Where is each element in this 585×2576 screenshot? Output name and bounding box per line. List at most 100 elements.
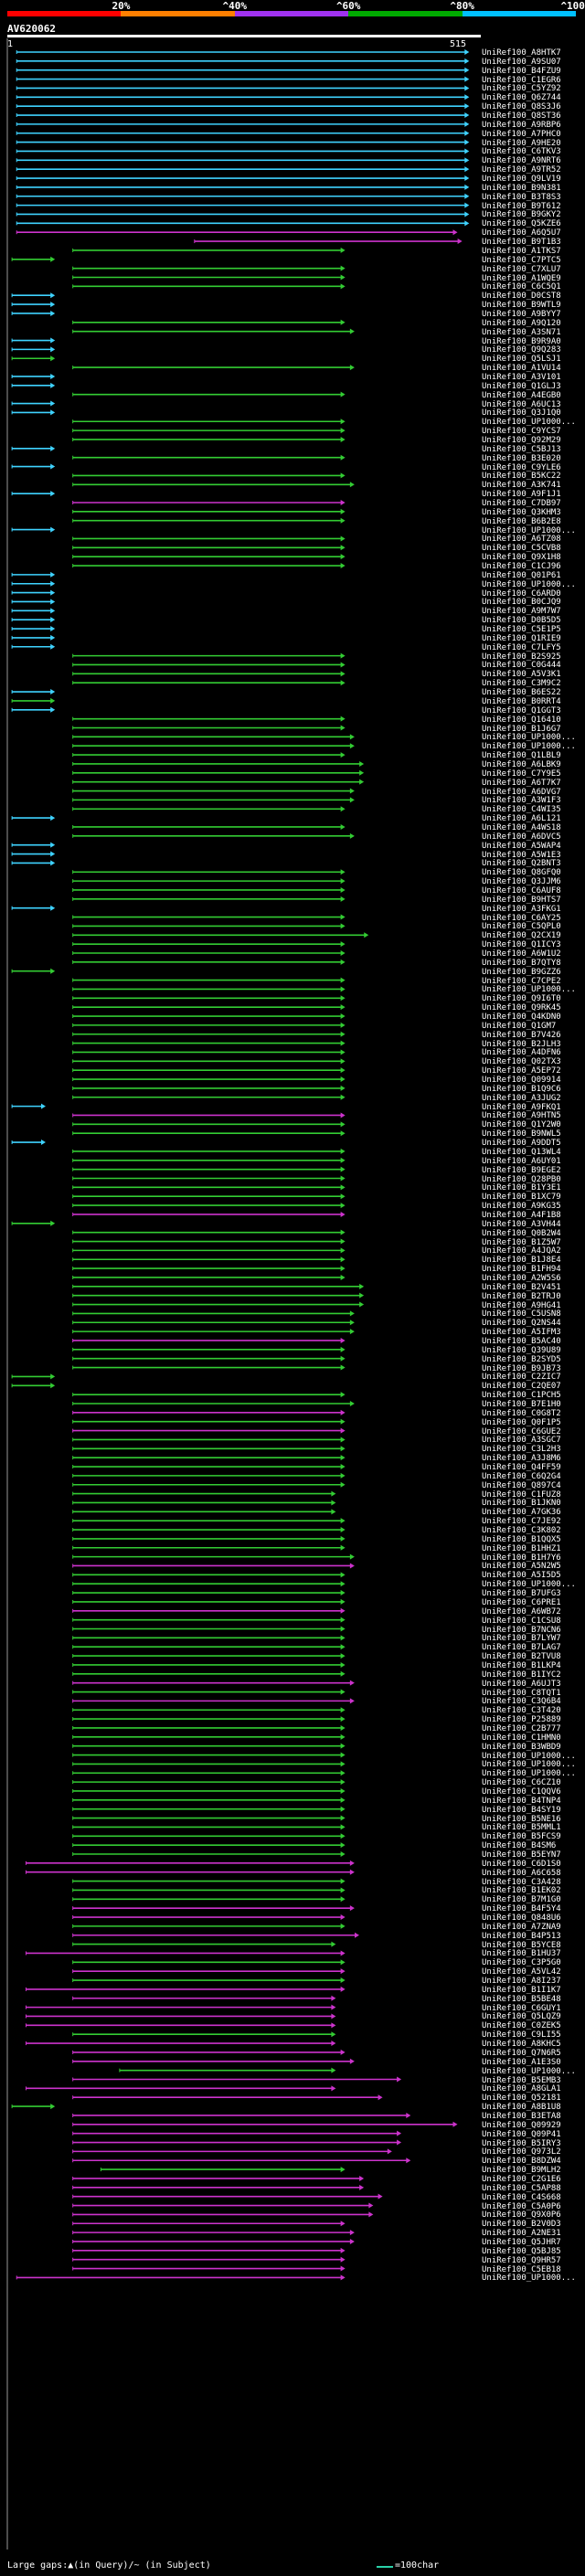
hit-label[interactable]: UniRef100_Q39U89 (482, 1345, 561, 1355)
hit-label[interactable]: UniRef100_C7DB97 (482, 499, 561, 508)
hit-label[interactable]: UniRef100_Q6Z744 (482, 93, 561, 103)
hit-label[interactable]: UniRef100_A6W1U2 (482, 949, 561, 959)
hit-label[interactable]: UniRef100_B1Y3E1 (482, 1183, 561, 1193)
hit-label[interactable]: UniRef100_C1FUZ8 (482, 1489, 561, 1500)
hit-label[interactable]: UniRef100_B2V451 (482, 1282, 561, 1292)
hit-label[interactable]: UniRef100_A3V101 (482, 372, 561, 382)
hit-label[interactable]: UniRef100_B1I1K7 (482, 1985, 561, 1995)
hit-label[interactable]: UniRef100_B5EYN7 (482, 1850, 561, 1860)
hit-label[interactable]: UniRef100_A9BYY7 (482, 309, 561, 319)
hit-label[interactable]: UniRef100_A6UJT3 (482, 1679, 561, 1689)
hit-label[interactable]: UniRef100_A6UY01 (482, 1156, 561, 1166)
hit-label[interactable]: UniRef100_Q01P61 (482, 570, 561, 580)
hit-label[interactable]: UniRef100_A5VL42 (482, 1967, 561, 1977)
hit-label[interactable]: UniRef100_A9FKQ1 (482, 1102, 561, 1112)
hit-label[interactable]: UniRef100_A3VH44 (482, 1219, 561, 1229)
hit-label[interactable]: UniRef100_B9EGE2 (482, 1165, 561, 1175)
hit-label[interactable]: UniRef100_A6LBK9 (482, 759, 561, 769)
hit-label[interactable]: UniRef100_UP1000... (482, 985, 576, 995)
hit-label[interactable]: UniRef100_A1VU14 (482, 364, 561, 374)
hit-label[interactable]: UniRef100_UP1000... (482, 742, 576, 752)
hit-label[interactable]: UniRef100_Q9X1H8 (482, 553, 561, 563)
hit-label[interactable]: UniRef100_B2JLH3 (482, 1039, 561, 1049)
hit-label[interactable]: UniRef100_A4EGB0 (482, 390, 561, 400)
hit-label[interactable]: UniRef100_A9KG35 (482, 1202, 561, 1212)
hit-label[interactable]: UniRef100_A3K741 (482, 481, 561, 491)
hit-label[interactable]: UniRef100_Q09929 (482, 2120, 561, 2130)
hit-label[interactable]: UniRef100_A9F1J1 (482, 490, 561, 500)
hit-label[interactable]: UniRef100_A3W1F3 (482, 796, 561, 806)
hit-label[interactable]: UniRef100_B3T8S3 (482, 192, 561, 202)
hit-label[interactable]: UniRef100_Q7N6R5 (482, 2048, 561, 2058)
hit-label[interactable]: UniRef100_C8TQT1 (482, 1688, 561, 1698)
hit-label[interactable]: UniRef100_C1QQV6 (482, 1786, 561, 1797)
hit-label[interactable]: UniRef100_A3SGC7 (482, 1436, 561, 1446)
hit-label[interactable]: UniRef100_C6PRE1 (482, 1597, 561, 1607)
hit-label[interactable]: UniRef100_Q5LSJ1 (482, 355, 561, 365)
hit-label[interactable]: UniRef100_A5WAP4 (482, 841, 561, 851)
hit-label[interactable]: UniRef100_A4JQA2 (482, 1246, 561, 1256)
hit-label[interactable]: UniRef100_A6C658 (482, 1868, 561, 1878)
hit-label[interactable]: UniRef100_C6D1S0 (482, 1859, 561, 1869)
hit-label[interactable]: UniRef100_A9TR52 (482, 165, 561, 175)
hit-label[interactable]: UniRef100_C5E1P5 (482, 625, 561, 635)
hit-label[interactable]: UniRef100_Q848U6 (482, 1913, 561, 1924)
hit-label[interactable]: UniRef100_A6DVG7 (482, 787, 561, 797)
hit-label[interactable]: UniRef100_B7V426 (482, 1030, 561, 1040)
hit-label[interactable]: UniRef100_Q1ICY3 (482, 940, 561, 950)
hit-label[interactable]: UniRef100_B1Q9C6 (482, 1084, 561, 1094)
hit-label[interactable]: UniRef100_Q1Y2W0 (482, 1120, 561, 1130)
hit-label[interactable]: UniRef100_C5USN8 (482, 1309, 561, 1320)
hit-label[interactable]: UniRef100_B7NCN6 (482, 1625, 561, 1635)
hit-label[interactable]: UniRef100_B1HHZ1 (482, 1543, 561, 1553)
hit-label[interactable]: UniRef100_C5EB18 (482, 2264, 561, 2274)
hit-label[interactable]: UniRef100_A9NRT6 (482, 156, 561, 166)
hit-label[interactable]: UniRef100_C9LI55 (482, 2030, 561, 2041)
hit-label[interactable]: UniRef100_B4SM6 (482, 1841, 557, 1851)
hit-label[interactable]: UniRef100_UP1000... (482, 525, 576, 535)
hit-label[interactable]: UniRef100_B3E020 (482, 453, 561, 463)
hit-label[interactable]: UniRef100_C7XLU7 (482, 264, 561, 274)
hit-label[interactable]: UniRef100_C2G1E6 (482, 2174, 561, 2184)
hit-label[interactable]: UniRef100_C1CSU8 (482, 1616, 561, 1626)
hit-label[interactable]: UniRef100_C6GUY1 (482, 2003, 561, 2013)
hit-label[interactable]: UniRef100_Q5BJ85 (482, 2246, 561, 2256)
hit-label[interactable]: UniRef100_A2NE31 (482, 2229, 561, 2239)
hit-label[interactable]: UniRef100_A5IFM3 (482, 1328, 561, 1338)
hit-label[interactable]: UniRef100_B3WBD9 (482, 1742, 561, 1752)
hit-label[interactable]: UniRef100_B4F5Y4 (482, 1904, 561, 1914)
hit-label[interactable]: UniRef100_Q1RIE9 (482, 633, 561, 643)
hit-label[interactable]: UniRef100_C4S668 (482, 2192, 561, 2202)
hit-label[interactable]: UniRef100_A9HG41 (482, 1300, 561, 1310)
hit-label[interactable]: UniRef100_C0G444 (482, 661, 561, 671)
hit-label[interactable]: UniRef100_Q16410 (482, 715, 561, 725)
hit-label[interactable]: UniRef100_A7ZNA9 (482, 1922, 561, 1932)
hit-label[interactable]: UniRef100_Q8S3J6 (482, 102, 561, 112)
hit-label[interactable]: UniRef100_B9NWL5 (482, 1129, 561, 1140)
hit-label[interactable]: UniRef100_B9MLH2 (482, 2166, 561, 2176)
hit-label[interactable]: UniRef100_B4SY19 (482, 1805, 561, 1815)
hit-label[interactable]: UniRef100_Q0B2W4 (482, 1228, 561, 1238)
hit-label[interactable]: UniRef100_A6L121 (482, 814, 561, 824)
hit-label[interactable]: UniRef100_A8GLA1 (482, 2084, 561, 2094)
hit-label[interactable]: UniRef100_B1JKN0 (482, 1499, 561, 1509)
hit-label[interactable]: UniRef100_Q02TX3 (482, 1057, 561, 1067)
hit-label[interactable]: UniRef100_A9DDT5 (482, 1139, 561, 1149)
hit-label[interactable]: UniRef100_B1IYC2 (482, 1670, 561, 1680)
hit-label[interactable]: UniRef100_A3SN71 (482, 327, 561, 337)
hit-label[interactable]: UniRef100_UP1000... (482, 2274, 576, 2284)
hit-label[interactable]: UniRef100_B8DZW4 (482, 2157, 561, 2167)
hit-label[interactable]: UniRef100_D0CST8 (482, 292, 561, 302)
hit-label[interactable]: UniRef100_B9T612 (482, 201, 561, 211)
hit-label[interactable]: UniRef100_B1J6G7 (482, 724, 561, 734)
hit-label[interactable]: UniRef100_C3T420 (482, 1706, 561, 1716)
hit-label[interactable]: UniRef100_Q52181 (482, 2094, 561, 2104)
hit-label[interactable]: UniRef100_C6AUF8 (482, 885, 561, 896)
hit-label[interactable]: UniRef100_Q8ST36 (482, 111, 561, 122)
hit-label[interactable]: UniRef100_A9M7W7 (482, 607, 561, 617)
hit-label[interactable]: UniRef100_Q09P41 (482, 2129, 561, 2139)
hit-label[interactable]: UniRef100_Q9X0P6 (482, 2210, 561, 2221)
hit-label[interactable]: UniRef100_C1HMN0 (482, 1733, 561, 1743)
hit-label[interactable]: UniRef100_C3M9C2 (482, 679, 561, 689)
hit-label[interactable]: UniRef100_A5EP72 (482, 1066, 561, 1076)
